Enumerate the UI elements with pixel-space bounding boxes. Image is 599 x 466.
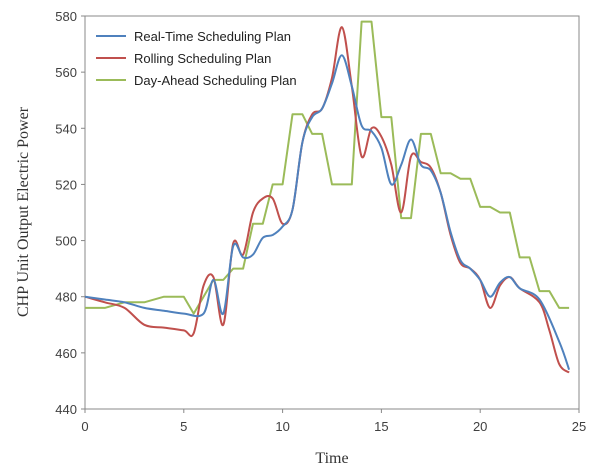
x-tick-label: 20 — [473, 419, 487, 434]
legend-label: Rolling Scheduling Plan — [134, 51, 271, 66]
y-tick-label: 540 — [55, 121, 77, 136]
y-tick-label: 580 — [55, 9, 77, 24]
legend-label: Day-Ahead Scheduling Plan — [134, 73, 297, 88]
legend-label: Real-Time Scheduling Plan — [134, 29, 291, 44]
y-tick-label: 440 — [55, 402, 77, 417]
series-line-0 — [84, 54, 571, 371]
series-line-1 — [84, 26, 570, 374]
x-tick-label: 15 — [374, 419, 388, 434]
y-tick-label: 460 — [55, 346, 77, 361]
x-tick-label: 5 — [180, 419, 187, 434]
x-tick-label: 0 — [81, 419, 88, 434]
series-lines — [84, 20, 571, 374]
x-tick-label: 25 — [572, 419, 586, 434]
x-tick-label: 10 — [275, 419, 289, 434]
y-tick-label: 480 — [55, 290, 77, 305]
legend: Real-Time Scheduling Plan Rolling Schedul… — [96, 29, 297, 88]
y-tick-label: 500 — [55, 234, 77, 249]
axis-ticks: 440 460 480 500 520 540 560 580 0 5 10 15 20 25 — [55, 9, 586, 434]
y-tick-label: 560 — [55, 65, 77, 80]
y-tick-label: 520 — [55, 177, 77, 192]
y-axis-title: CHP Unit Output Electric Power — [15, 106, 32, 317]
x-axis-title: Time — [315, 450, 348, 466]
